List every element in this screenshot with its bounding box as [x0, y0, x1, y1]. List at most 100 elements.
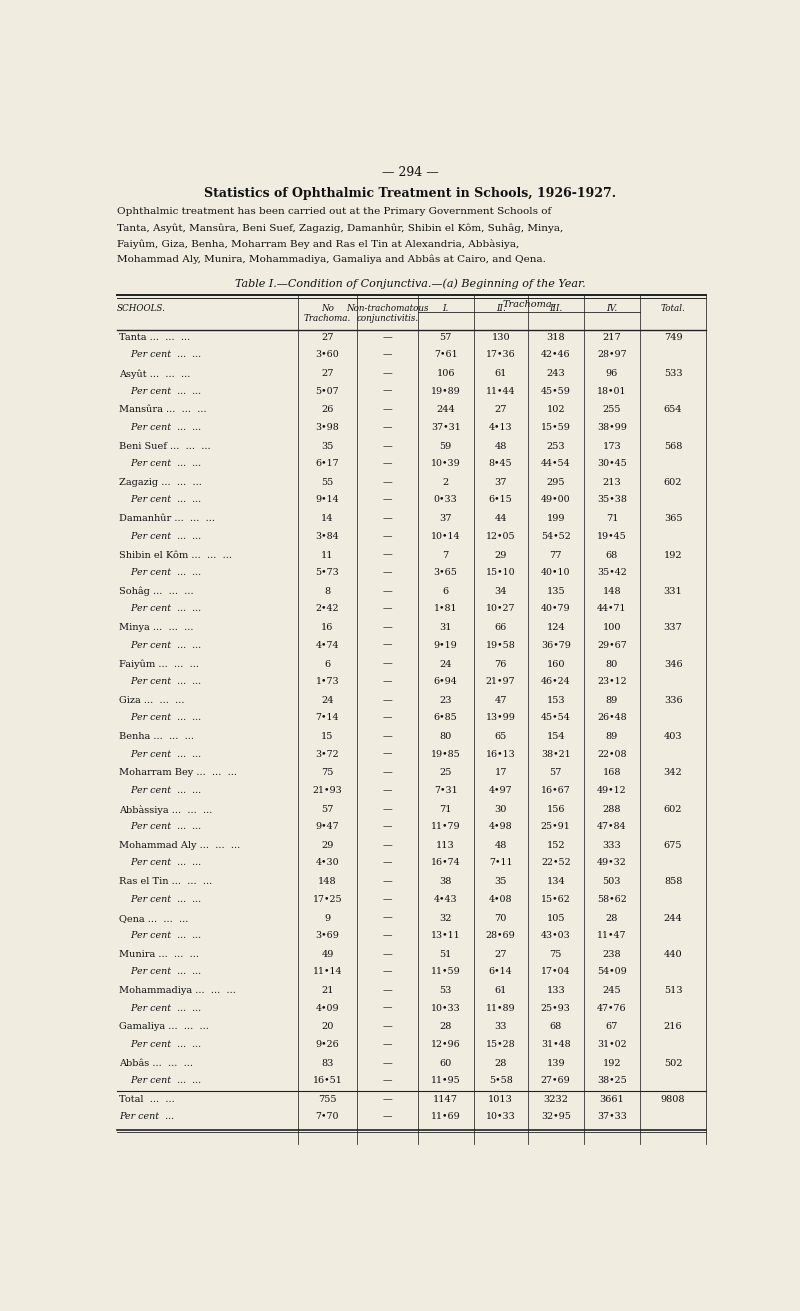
Text: 337: 337 — [664, 623, 682, 632]
Text: 4•43: 4•43 — [434, 894, 458, 903]
Text: Giza ...  ...  ...: Giza ... ... ... — [119, 696, 185, 705]
Text: 10•14: 10•14 — [431, 532, 461, 540]
Text: —: — — [382, 750, 392, 759]
Text: 44•71: 44•71 — [597, 604, 626, 614]
Text: —: — — [382, 333, 392, 342]
Text: 675: 675 — [664, 842, 682, 850]
Text: 68: 68 — [606, 551, 618, 560]
Text: —: — — [382, 568, 392, 577]
Text: 66: 66 — [494, 623, 507, 632]
Text: 7•70: 7•70 — [316, 1113, 339, 1121]
Text: —: — — [382, 822, 392, 831]
Text: 133: 133 — [546, 986, 565, 995]
Text: 6•17: 6•17 — [316, 459, 339, 468]
Text: 80: 80 — [606, 659, 618, 669]
Text: 7•31: 7•31 — [434, 785, 458, 794]
Text: Per cent  ...  ...: Per cent ... ... — [119, 496, 202, 505]
Text: 16•67: 16•67 — [541, 785, 570, 794]
Text: Mohammadiya ...  ...  ...: Mohammadiya ... ... ... — [119, 986, 236, 995]
Text: 10•33: 10•33 — [430, 1004, 461, 1012]
Text: 100: 100 — [602, 623, 621, 632]
Text: 31•48: 31•48 — [541, 1040, 570, 1049]
Text: 11•79: 11•79 — [431, 822, 461, 831]
Text: 13•99: 13•99 — [486, 713, 516, 722]
Text: Sohâg ...  ...  ...: Sohâg ... ... ... — [119, 587, 194, 597]
Text: 5•58: 5•58 — [489, 1076, 513, 1086]
Text: 44•54: 44•54 — [541, 459, 570, 468]
Text: 27: 27 — [494, 405, 507, 414]
Text: Asyût ...  ...  ...: Asyût ... ... ... — [119, 370, 190, 379]
Text: 173: 173 — [602, 442, 622, 451]
Text: 77: 77 — [550, 551, 562, 560]
Text: 7•14: 7•14 — [316, 713, 339, 722]
Text: 28: 28 — [606, 914, 618, 923]
Text: 3•72: 3•72 — [316, 750, 339, 759]
Text: —: — — [382, 604, 392, 614]
Text: 12•96: 12•96 — [430, 1040, 461, 1049]
Text: 6: 6 — [442, 587, 449, 597]
Text: 288: 288 — [602, 805, 621, 814]
Text: 3•84: 3•84 — [316, 532, 339, 540]
Text: 15: 15 — [322, 732, 334, 741]
Text: 45•59: 45•59 — [541, 387, 570, 396]
Text: 35•42: 35•42 — [597, 568, 626, 577]
Text: 28: 28 — [439, 1023, 452, 1032]
Text: 37: 37 — [494, 479, 507, 488]
Text: 533: 533 — [664, 370, 682, 378]
Text: 54•52: 54•52 — [541, 532, 570, 540]
Text: 60: 60 — [439, 1059, 452, 1067]
Text: 19•58: 19•58 — [486, 641, 515, 650]
Text: 17•25: 17•25 — [313, 894, 342, 903]
Text: —: — — [382, 514, 392, 523]
Text: 83: 83 — [322, 1059, 334, 1067]
Text: Per cent  ...  ...: Per cent ... ... — [119, 1040, 202, 1049]
Text: Total  ...  ...: Total ... ... — [119, 1095, 175, 1104]
Text: 16•74: 16•74 — [431, 859, 461, 868]
Text: Benha ...  ...  ...: Benha ... ... ... — [119, 732, 194, 741]
Text: Per cent  ...  ...: Per cent ... ... — [119, 676, 202, 686]
Text: Trachoma.: Trachoma. — [502, 300, 555, 309]
Text: 213: 213 — [602, 479, 622, 488]
Text: Qena ...  ...  ...: Qena ... ... ... — [119, 914, 189, 923]
Text: 16•51: 16•51 — [313, 1076, 342, 1086]
Text: 9808: 9808 — [661, 1095, 686, 1104]
Text: 244: 244 — [664, 914, 682, 923]
Text: 35: 35 — [494, 877, 507, 886]
Text: Per cent  ...  ...: Per cent ... ... — [119, 713, 202, 722]
Text: 29: 29 — [322, 842, 334, 850]
Text: 6•15: 6•15 — [489, 496, 513, 505]
Text: 75: 75 — [322, 768, 334, 777]
Text: 37•33: 37•33 — [597, 1113, 627, 1121]
Text: 105: 105 — [546, 914, 565, 923]
Text: 21•97: 21•97 — [486, 676, 515, 686]
Text: Abbâs ...  ...  ...: Abbâs ... ... ... — [119, 1059, 194, 1067]
Text: —: — — [382, 877, 392, 886]
Text: Per cent  ...  ...: Per cent ... ... — [119, 387, 202, 396]
Text: —: — — [382, 713, 392, 722]
Text: 9: 9 — [325, 914, 330, 923]
Text: —: — — [382, 859, 392, 868]
Text: 8: 8 — [325, 587, 330, 597]
Text: 346: 346 — [664, 659, 682, 669]
Text: Per cent  ...  ...: Per cent ... ... — [119, 1076, 202, 1086]
Text: 53: 53 — [439, 986, 452, 995]
Text: 34: 34 — [494, 587, 507, 597]
Text: 38•21: 38•21 — [541, 750, 570, 759]
Text: No
Trachoma.: No Trachoma. — [304, 304, 351, 323]
Text: 38•99: 38•99 — [597, 423, 627, 431]
Text: 14: 14 — [322, 514, 334, 523]
Text: 23: 23 — [439, 696, 452, 705]
Text: Ophthalmic treatment has been carried out at the Primary Government Schools of: Ophthalmic treatment has been carried ou… — [117, 207, 551, 216]
Text: 11•95: 11•95 — [430, 1076, 461, 1086]
Text: —: — — [382, 350, 392, 359]
Text: 192: 192 — [602, 1059, 622, 1067]
Text: —: — — [382, 1095, 392, 1104]
Text: 67: 67 — [606, 1023, 618, 1032]
Text: 6•85: 6•85 — [434, 713, 458, 722]
Text: 16: 16 — [322, 623, 334, 632]
Text: 5•07: 5•07 — [316, 387, 339, 396]
Text: Mohammad Aly ...  ...  ...: Mohammad Aly ... ... ... — [119, 842, 241, 850]
Text: 10•27: 10•27 — [486, 604, 515, 614]
Text: 124: 124 — [546, 623, 565, 632]
Text: 11•44: 11•44 — [486, 387, 515, 396]
